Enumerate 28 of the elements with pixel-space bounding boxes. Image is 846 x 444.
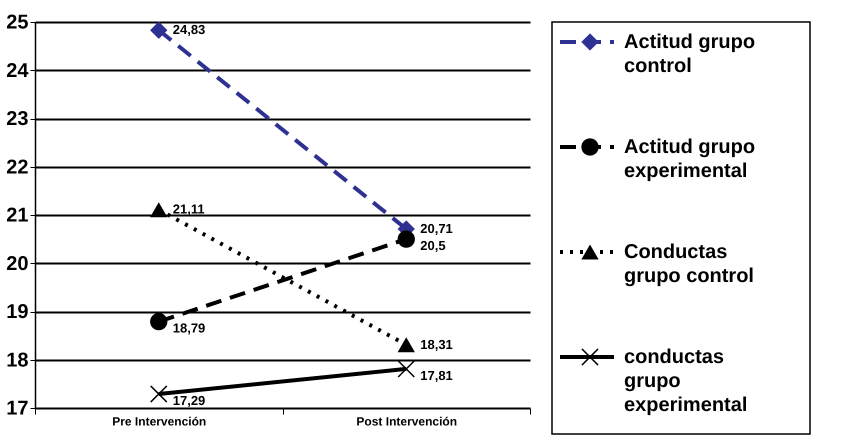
data-label: 20,71 (420, 220, 453, 236)
legend-label: Actitud grupo control (624, 31, 756, 77)
data-label: 24,83 (172, 22, 206, 38)
point (398, 230, 415, 248)
y-tick-label: 19 (6, 301, 28, 323)
data-label: 21,11 (172, 202, 205, 217)
y-tick-label: 20 (6, 252, 28, 275)
point (397, 360, 416, 378)
data-label: 18,79 (172, 320, 206, 336)
data-label: 17,29 (172, 393, 206, 408)
x-tick-label: Post Intervención (356, 414, 458, 428)
y-tick-label: 18 (6, 349, 28, 372)
legend-label: conductas grupo experimental (624, 346, 748, 416)
y-tick-label: 24 (6, 60, 30, 82)
data-label: 18,31 (420, 336, 453, 352)
legend-label: Actitud grupo experimental (624, 136, 756, 182)
legend-label: Conductas grupo control (624, 241, 754, 287)
y-tick-label: 25 (6, 12, 28, 34)
point (150, 385, 168, 403)
data-label: 20,5 (420, 238, 446, 254)
point (150, 22, 168, 39)
data-label: 17,81 (420, 368, 453, 383)
y-tick-label: 23 (6, 108, 28, 130)
y-tick-label: 17 (6, 398, 28, 420)
y-tick-label: 22 (6, 156, 28, 178)
point (150, 312, 168, 330)
y-tick-label: 21 (6, 204, 28, 226)
x-tick-label: Pre Intervención (112, 414, 206, 428)
